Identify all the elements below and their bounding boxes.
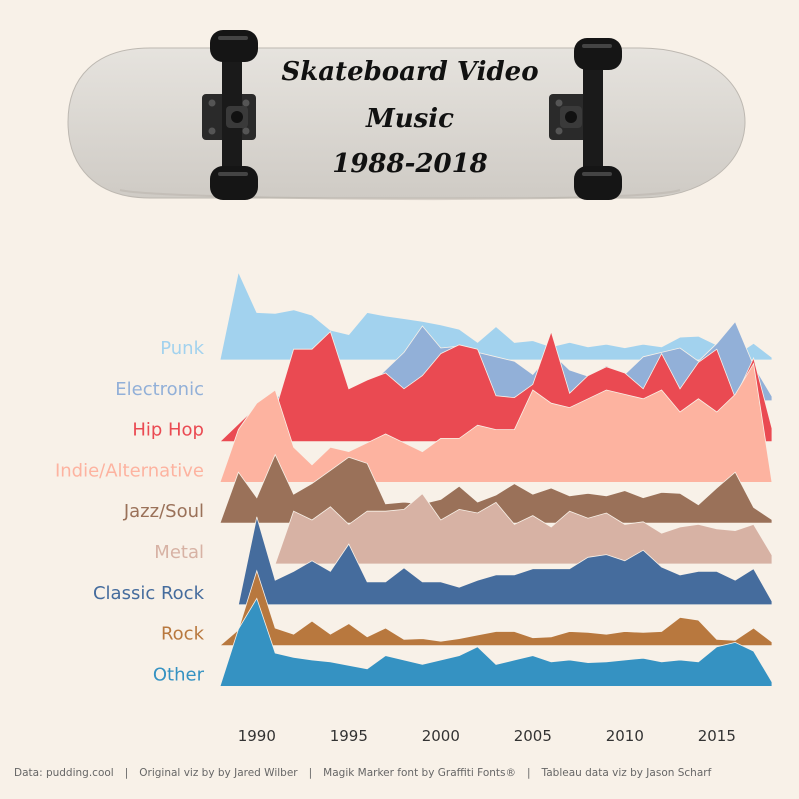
x-tick-label: 2015 [698, 727, 736, 745]
series-label: Other [153, 664, 205, 685]
footer-tableau-credit: Tableau data viz by Jason Scharf [541, 767, 712, 779]
x-tick-label: 1995 [330, 727, 368, 745]
chart-title-line3: 1988-2018 [332, 149, 488, 179]
series-label: Electronic [115, 379, 204, 400]
x-tick-label: 1990 [238, 727, 276, 745]
footer-original-credit: Original viz by by Jared Wilber [139, 767, 298, 779]
series-label: Rock [161, 624, 205, 645]
ridge-area-metal [274, 493, 773, 565]
x-tick-label: 2010 [606, 727, 644, 745]
left-wheels [210, 30, 258, 200]
footer-credits: Data: pudding.cool | Original viz by by Ja… [14, 767, 711, 779]
x-tick-label: 2005 [514, 727, 552, 745]
footer-separator: | [308, 767, 313, 779]
series-label: Hip Hop [132, 420, 204, 441]
series-label: Punk [160, 338, 204, 359]
ridge-area-other [219, 597, 773, 687]
ridgeline-chart: Punk Electronic Hip Hop Indie/Alternative Ja… [55, 270, 773, 745]
ridge-area-indie-alternative [219, 362, 773, 483]
right-truck [549, 56, 603, 184]
series-label: Indie/Alternative [55, 460, 204, 481]
footer-data-credit: Data: pudding.cool [14, 767, 114, 779]
left-truck [202, 56, 256, 184]
footer-separator: | [527, 767, 531, 779]
x-tick-label: 2000 [422, 727, 460, 745]
right-wheels [574, 38, 622, 200]
ridge-area-classic-rock [237, 516, 773, 606]
ridge-area-jazz-soul [219, 453, 773, 524]
series-label: Classic Rock [93, 583, 205, 604]
ridge-area-rock [218, 569, 773, 646]
series-label: Metal [154, 542, 204, 563]
chart-title-line2: Music [365, 104, 454, 134]
footer-font-credit: Magik Marker font by Graffiti Fonts® [323, 767, 516, 779]
skateboard-illustration: Skateboard Video Music 1988-2018 [67, 30, 746, 201]
series-label: Jazz/Soul [123, 501, 204, 522]
chart-title-line1: Skateboard Video [281, 57, 538, 87]
ridge-area-punk [219, 270, 773, 361]
footer-separator: | [124, 767, 129, 779]
